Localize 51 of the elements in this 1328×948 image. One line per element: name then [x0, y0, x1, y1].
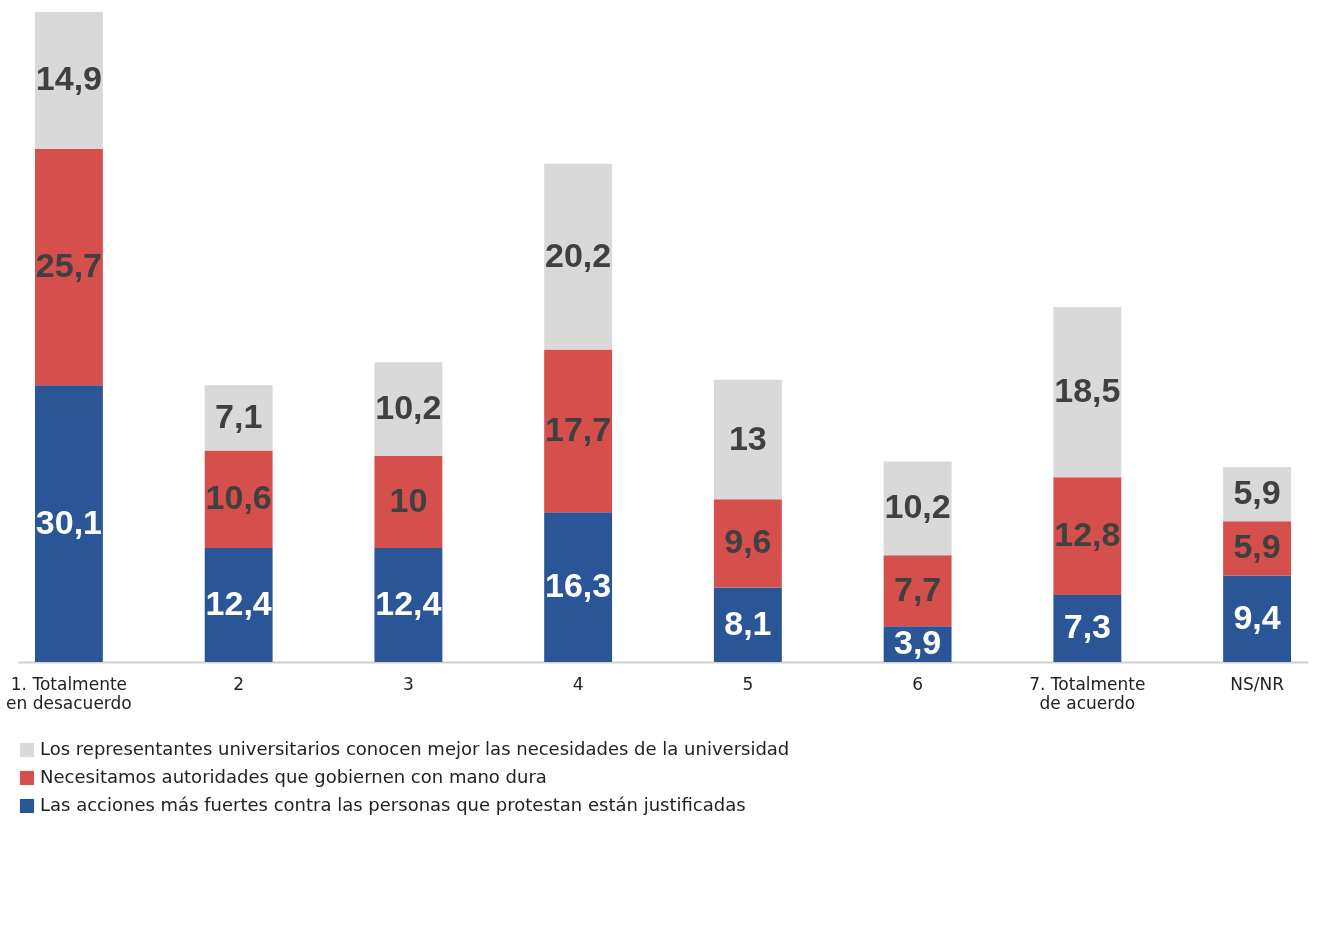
x-tick-label: 3 [402, 673, 414, 694]
bar [374, 456, 443, 548]
bar [34, 12, 103, 149]
x-tick-label: 7. Totalmente de acuerdo [1029, 673, 1146, 713]
bar [883, 555, 952, 627]
bar [34, 148, 103, 386]
data-label: 7,7 [893, 569, 942, 608]
data-label: 12,4 [205, 584, 272, 622]
data-label: 12,4 [375, 584, 442, 622]
data-label: 20,2 [545, 235, 612, 274]
data-label: 5,9 [1233, 527, 1281, 566]
bar [204, 385, 273, 451]
data-label: 3,9 [893, 623, 942, 662]
bar [1053, 477, 1122, 595]
legend-label: Las acciones más fuertes contra las personas que protestan están justificadas [40, 794, 746, 815]
data-label: 17,7 [545, 409, 612, 448]
x-tick-label: 6 [912, 673, 924, 694]
data-label: 8,1 [724, 603, 772, 642]
data-label: 5,9 [1233, 473, 1281, 512]
x-tick-label: 5 [742, 673, 754, 694]
bar [544, 349, 613, 513]
bar [713, 499, 782, 588]
x-tick-label: NS/NR [1230, 673, 1285, 694]
bar [1053, 307, 1122, 478]
data-label: 25,7 [35, 246, 103, 285]
x-tick-label: 1. Totalmente en desacuerdo [6, 673, 132, 713]
data-label: 12,8 [1054, 515, 1121, 554]
data-label: 16,3 [545, 566, 612, 605]
data-label: 10,2 [375, 388, 442, 427]
legend-label: Necesitamos autoridades que gobiernen con mano dura [40, 766, 547, 787]
bar [34, 385, 103, 662]
bar [713, 379, 782, 500]
bar [1223, 575, 1292, 662]
bar [374, 548, 443, 662]
data-label: 9,4 [1233, 597, 1281, 636]
x-tick-label: 2 [233, 673, 245, 694]
legend-label: Los representantes universitarios conocen mejor las necesidades de la universidad [40, 738, 790, 759]
bar [204, 548, 273, 662]
data-label: 18,5 [1054, 371, 1121, 410]
bar [544, 512, 613, 662]
bar [544, 163, 613, 350]
data-label: 7,1 [215, 396, 263, 435]
data-label: 10,6 [205, 478, 272, 517]
data-label: 13 [728, 418, 767, 457]
data-label: 10,2 [884, 487, 951, 526]
data-label: 14,9 [35, 59, 103, 98]
data-label: 10 [389, 481, 428, 520]
x-tick-label: 4 [572, 673, 584, 694]
data-label: 30,1 [35, 502, 103, 541]
data-label: 7,3 [1063, 607, 1111, 646]
data-label: 9,6 [724, 522, 772, 561]
